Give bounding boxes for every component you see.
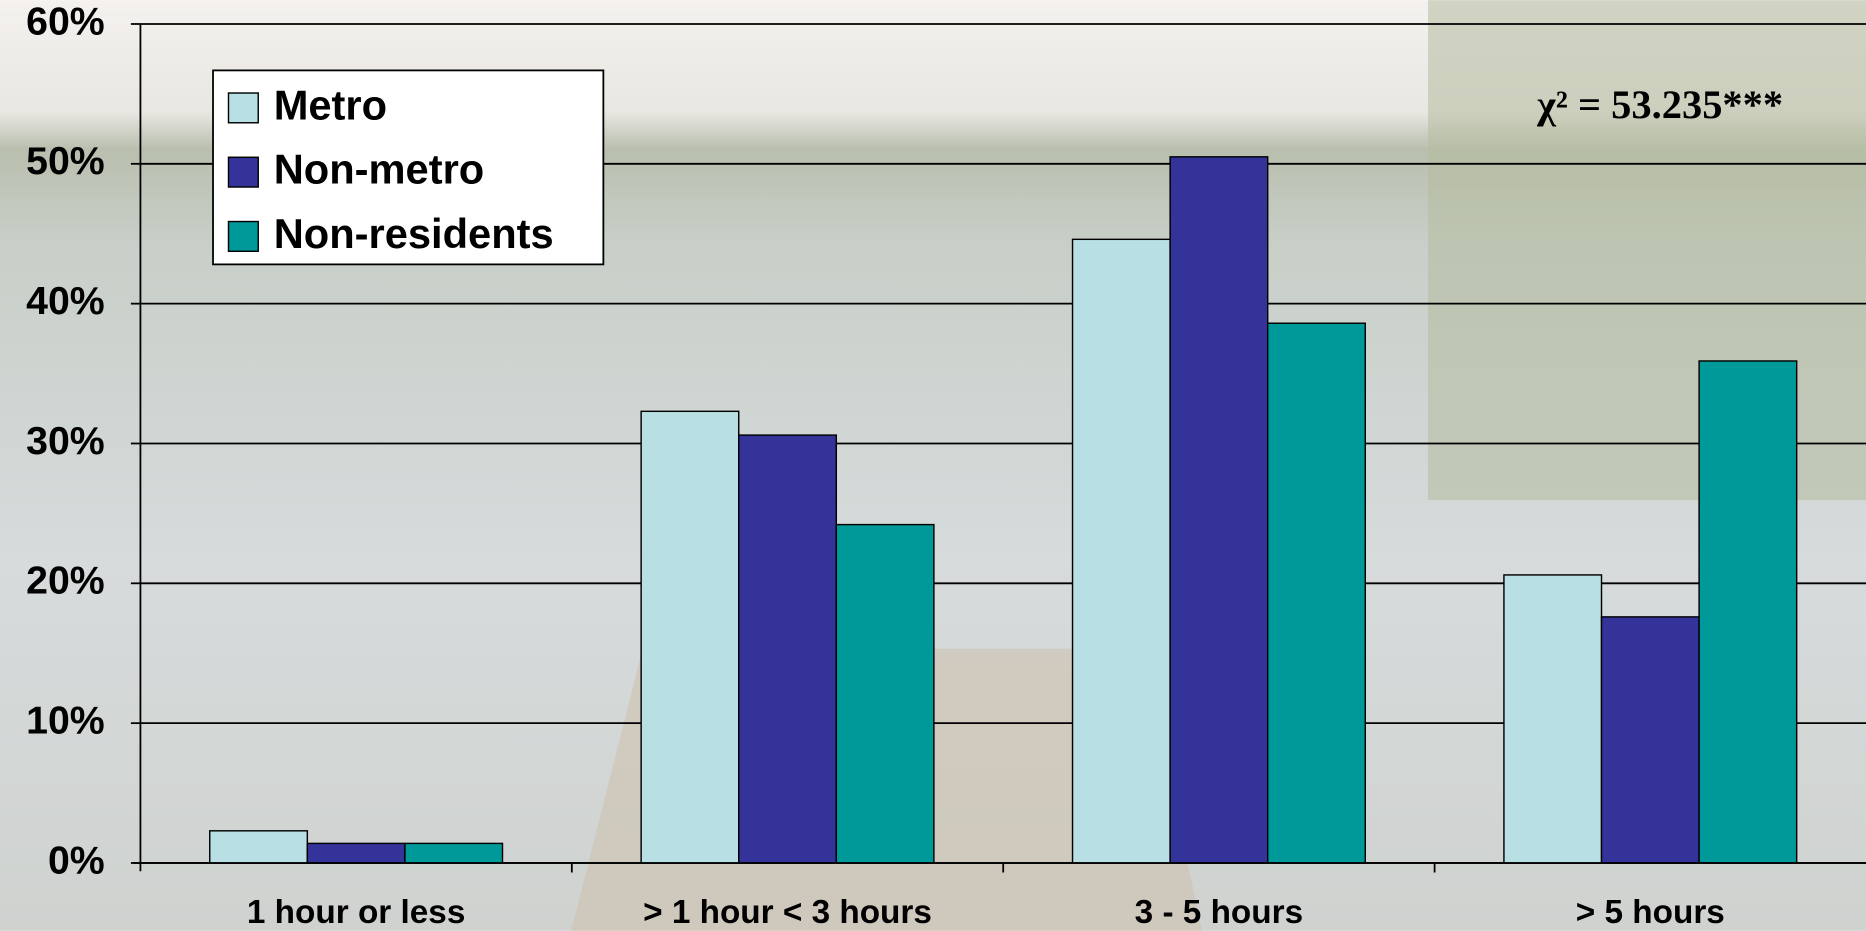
- bar: [209, 830, 309, 864]
- y-tick-label: 50%: [26, 139, 105, 183]
- background-trees: [1428, 0, 1866, 501]
- legend-box: [212, 69, 605, 266]
- y-tick-label: 40%: [26, 279, 105, 323]
- bar: [1698, 360, 1798, 864]
- bar: [404, 842, 504, 864]
- legend: Metro Non-metro Non-residents: [212, 69, 605, 266]
- bar: [738, 434, 838, 864]
- legend-swatch: [227, 220, 259, 253]
- y-tick-label: 0%: [48, 838, 105, 882]
- legend-label: Non-residents: [274, 210, 554, 257]
- bar: [1071, 238, 1171, 864]
- y-tick-label: 20%: [26, 559, 105, 603]
- legend-label: Metro: [274, 81, 387, 128]
- bar: [1266, 322, 1367, 864]
- y-tick-label: 10%: [26, 699, 105, 743]
- y-tick-label: 60%: [26, 0, 105, 43]
- bar: [1503, 574, 1603, 864]
- x-tick-label: > 5 hours: [1576, 894, 1725, 931]
- bar: [1600, 616, 1700, 864]
- x-tick-label: 1 hour or less: [247, 894, 465, 931]
- bar: [835, 523, 935, 864]
- legend-swatch: [227, 156, 259, 188]
- annotation: χ² = 53.235***: [1536, 82, 1783, 127]
- x-tick-label: 3 - 5 hours: [1135, 894, 1303, 931]
- bar: [306, 842, 406, 864]
- legend-label: Non-metro: [274, 146, 485, 193]
- bar: [1169, 156, 1269, 864]
- y-tick-label: 30%: [26, 419, 105, 463]
- legend-swatch: [227, 92, 259, 124]
- x-tick-label: > 1 hour < 3 hours: [643, 894, 932, 931]
- bar: [640, 410, 740, 864]
